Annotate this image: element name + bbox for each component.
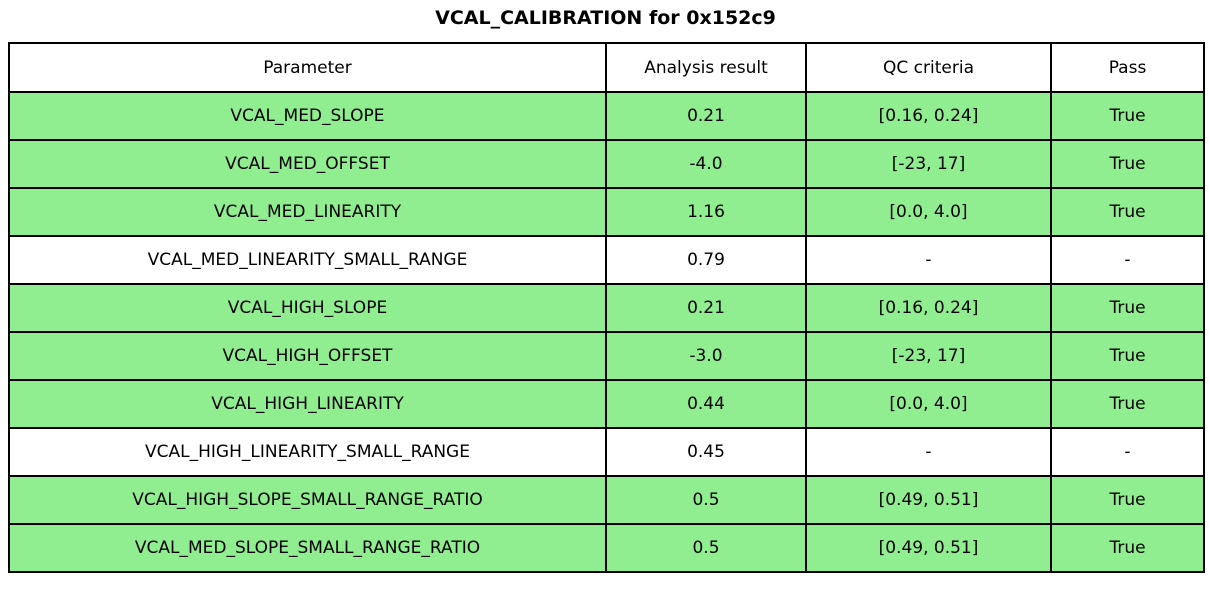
analysis-result-cell: 0.5 xyxy=(605,523,807,573)
parameter-cell: VCAL_MED_SLOPE_SMALL_RANGE_RATIO xyxy=(8,523,607,573)
qc-criteria-cell: [-23, 17] xyxy=(805,331,1052,381)
qc-criteria-cell: [0.0, 4.0] xyxy=(805,379,1052,429)
pass-cell: - xyxy=(1050,427,1205,477)
pass-cell: True xyxy=(1050,523,1205,573)
analysis-result-cell: -3.0 xyxy=(605,331,807,381)
pass-cell: True xyxy=(1050,475,1205,525)
col-header-pass: Pass xyxy=(1050,42,1205,93)
parameter-cell: VCAL_HIGH_OFFSET xyxy=(8,331,607,381)
analysis-result-cell: 0.5 xyxy=(605,475,807,525)
qc-criteria-cell: - xyxy=(805,235,1052,285)
qc-criteria-cell: [-23, 17] xyxy=(805,139,1052,189)
pass-cell: True xyxy=(1050,139,1205,189)
pass-cell: True xyxy=(1050,331,1205,381)
pass-cell: - xyxy=(1050,235,1205,285)
parameter-cell: VCAL_HIGH_LINEARITY_SMALL_RANGE xyxy=(8,427,607,477)
table-row: VCAL_MED_SLOPE 0.21 [0.16, 0.24] True xyxy=(8,91,1205,141)
qc-criteria-cell: [0.16, 0.24] xyxy=(805,283,1052,333)
pass-cell: True xyxy=(1050,91,1205,141)
qc-criteria-cell: [0.0, 4.0] xyxy=(805,187,1052,237)
qc-criteria-cell: [0.49, 0.51] xyxy=(805,475,1052,525)
qc-criteria-cell: [0.49, 0.51] xyxy=(805,523,1052,573)
col-header-analysis-result: Analysis result xyxy=(605,42,807,93)
parameter-cell: VCAL_HIGH_SLOPE xyxy=(8,283,607,333)
table-row: VCAL_MED_LINEARITY_SMALL_RANGE 0.79- - xyxy=(8,235,1205,285)
parameter-cell: VCAL_HIGH_SLOPE_SMALL_RANGE_RATIO xyxy=(8,475,607,525)
pass-cell: True xyxy=(1050,283,1205,333)
parameter-cell: VCAL_MED_LINEARITY_SMALL_RANGE xyxy=(8,235,607,285)
analysis-result-cell: 0.21 xyxy=(605,91,807,141)
table-row: VCAL_HIGH_LINEARITY 0.44 [0.0, 4.0] True xyxy=(8,379,1205,429)
pass-cell: True xyxy=(1050,187,1205,237)
analysis-result-cell: -4.0 xyxy=(605,139,807,189)
table-row: VCAL_HIGH_SLOPE 0.21 [0.16, 0.24] True xyxy=(8,283,1205,333)
header-row: Parameter Analysis result QC criteria Pa… xyxy=(8,42,1205,93)
col-header-parameter: Parameter xyxy=(8,42,607,93)
parameter-cell: VCAL_MED_SLOPE xyxy=(8,91,607,141)
analysis-result-cell: 0.21 xyxy=(605,283,807,333)
pass-cell: True xyxy=(1050,379,1205,429)
analysis-result-cell: 1.16 xyxy=(605,187,807,237)
table-row: VCAL_HIGH_SLOPE_SMALL_RANGE_RATIO 0.5 [0.4… xyxy=(8,475,1205,525)
table-body: VCAL_MED_SLOPE 0.21 [0.16, 0.24] True VCAL_M… xyxy=(8,91,1205,573)
table-row: VCAL_MED_LINEARITY 1.16 [0.0, 4.0] True xyxy=(8,187,1205,237)
col-header-qc-criteria: QC criteria xyxy=(805,42,1052,93)
table-row: VCAL_MED_OFFSET -4.0 [-23, 17] True xyxy=(8,139,1205,189)
qc-criteria-cell: - xyxy=(805,427,1052,477)
parameter-cell: VCAL_MED_OFFSET xyxy=(8,139,607,189)
table-row: VCAL_HIGH_LINEARITY_SMALL_RANGE 0.45- - xyxy=(8,427,1205,477)
analysis-result-cell: 0.44 xyxy=(605,379,807,429)
table-row: VCAL_HIGH_OFFSET -3.0 [-23, 17] True xyxy=(8,331,1205,381)
parameter-cell: VCAL_HIGH_LINEARITY xyxy=(8,379,607,429)
parameter-cell: VCAL_MED_LINEARITY xyxy=(8,187,607,237)
qc-table: Parameter Analysis result QC criteria Pa… xyxy=(8,42,1205,573)
figure-title: VCAL_CALIBRATION for 0x152c9 xyxy=(435,7,776,29)
table-row: VCAL_MED_SLOPE_SMALL_RANGE_RATIO 0.5 [0.49… xyxy=(8,523,1205,573)
qc-criteria-cell: [0.16, 0.24] xyxy=(805,91,1052,141)
analysis-result-cell: 0.79 xyxy=(605,235,807,285)
analysis-result-cell: 0.45 xyxy=(605,427,807,477)
